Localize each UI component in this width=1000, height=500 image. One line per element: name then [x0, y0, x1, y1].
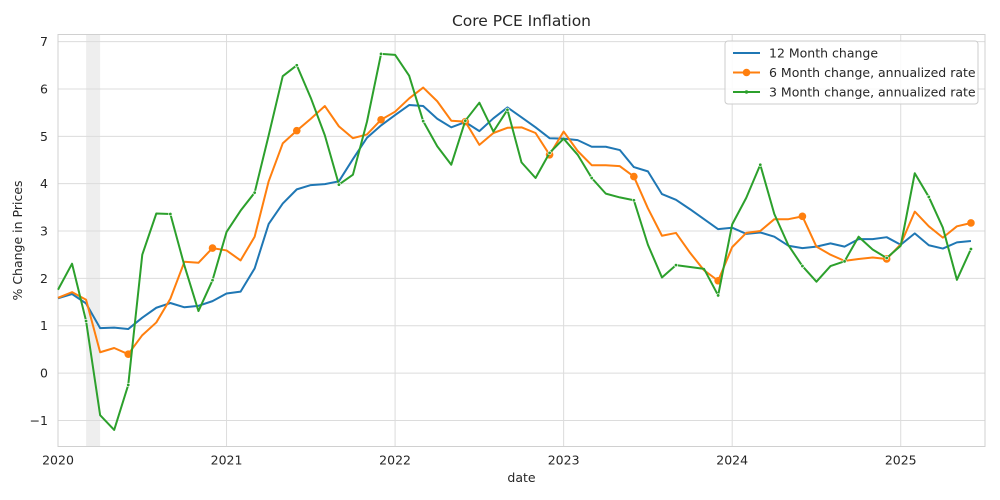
x-tick-labels: 2020 2021 2022 2023 2024 2025	[42, 453, 917, 468]
data-point-3-month	[926, 194, 931, 199]
series-line-12-month	[57, 104, 972, 331]
legend-entry-3-month: 3 Month change, annualized rate	[733, 85, 976, 100]
x-tick-label: 2022	[379, 453, 411, 468]
data-point-6-month	[967, 219, 975, 227]
y-tick-label: 3	[40, 224, 48, 239]
data-point-3-month	[294, 63, 299, 68]
y-tick-labels: −1 0 1 2 3 4 5 6 7	[30, 34, 48, 428]
data-point-3-month	[968, 247, 973, 252]
data-point-3-month	[126, 382, 131, 387]
shaded-region	[86, 34, 101, 447]
data-point-3-month	[168, 211, 173, 216]
data-point-3-month	[800, 264, 805, 269]
y-axis-title: % Change in Prices	[10, 180, 25, 300]
x-tick-label: 2025	[885, 453, 917, 468]
data-point-3-month	[463, 118, 468, 123]
legend-label-3-month: 3 Month change, annualized rate	[769, 85, 976, 100]
data-point-6-month	[124, 350, 133, 358]
data-point-6-month	[208, 244, 217, 252]
shaded-region-layer	[86, 34, 101, 447]
legend-marker-6-month	[742, 68, 751, 77]
y-tick-label: 4	[40, 176, 48, 191]
x-tick-label: 2024	[716, 453, 748, 468]
data-point-3-month	[631, 198, 636, 203]
legend-box	[724, 40, 979, 105]
x-tick-label: 2023	[548, 453, 580, 468]
chart-title: Core PCE Inflation	[452, 12, 591, 30]
series-layer	[57, 51, 975, 431]
legend-label-12-month: 12 Month change	[769, 46, 878, 61]
data-point-6-month	[292, 126, 301, 135]
y-tick-label: 7	[40, 34, 48, 49]
legend-label-6-month: 6 Month change, annualized rate	[769, 65, 976, 80]
data-point-3-month	[547, 150, 552, 155]
x-axis-title: date	[507, 470, 535, 485]
y-tick-label: 6	[40, 81, 48, 96]
data-point-3-month	[84, 319, 89, 324]
data-point-3-month	[673, 263, 678, 268]
data-point-3-month	[505, 107, 510, 112]
x-tick-label: 2021	[211, 453, 243, 468]
y-tick-label: 1	[40, 318, 48, 333]
legend-entry-6-month: 6 Month change, annualized rate	[733, 65, 976, 80]
y-tick-label: 0	[40, 366, 48, 381]
data-point-3-month	[589, 175, 594, 180]
data-point-3-month	[336, 182, 341, 187]
legend: 12 Month change 6 Month change, annualiz…	[724, 40, 979, 105]
data-point-6-month	[630, 172, 638, 181]
data-point-3-month	[379, 51, 384, 56]
y-tick-label: 5	[40, 129, 48, 144]
data-point-3-month	[210, 278, 215, 283]
y-tick-label: 2	[40, 271, 48, 286]
data-point-3-month	[884, 256, 889, 261]
data-point-3-month	[716, 293, 721, 298]
data-point-6-month	[377, 115, 385, 124]
plot-area-frame	[57, 34, 986, 447]
legend-entry-12-month: 12 Month change	[733, 46, 878, 61]
data-point-3-month	[842, 259, 847, 264]
x-tick-label: 2020	[42, 453, 74, 468]
y-tick-label: −1	[30, 413, 48, 428]
data-point-3-month	[252, 190, 257, 195]
data-point-3-month	[421, 119, 426, 124]
legend-marker-3-month	[744, 90, 749, 94]
data-point-3-month	[758, 162, 763, 167]
series-line-3-month	[57, 52, 972, 431]
data-point-6-month	[798, 212, 807, 221]
